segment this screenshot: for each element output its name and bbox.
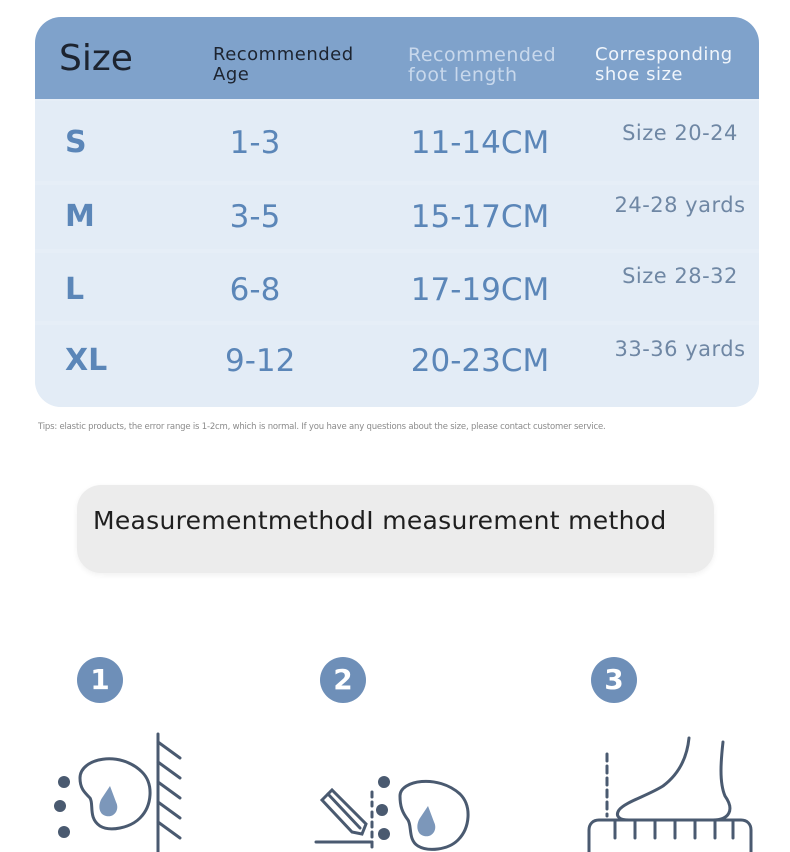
cell-age: 6-8 [229, 272, 281, 308]
cell-shoe-size: Size 20-24 [622, 121, 738, 145]
cell-size: S [65, 125, 87, 160]
size-chart-table: Size Recommended Age Recommended foot le… [35, 17, 759, 407]
cell-foot-length: 20-23CM [410, 343, 550, 379]
cell-age: 9-12 [225, 343, 296, 379]
cell-foot-length: 17-19CM [410, 272, 550, 308]
size-tip-note: Tips: elastic products, the error range … [38, 422, 606, 432]
header-size: Size [59, 38, 133, 79]
cell-shoe-size: Size 28-32 [622, 264, 738, 288]
measurement-method-banner: MeasurementmethodI measurement method [77, 485, 714, 573]
step-2-badge: 2 [320, 657, 366, 703]
pencil-mark-heel-icon [314, 776, 470, 852]
cell-foot-length: 11-14CM [410, 125, 550, 161]
cell-shoe-size: 33-36 yards [614, 337, 746, 361]
table-row: L 6-8 17-19CM Size 28-32 [35, 253, 759, 321]
cell-age: 3-5 [229, 199, 281, 235]
table-header: Size Recommended Age Recommended foot le… [35, 17, 759, 99]
step-3-badge: 3 [591, 657, 637, 703]
step-1-badge: 1 [77, 657, 123, 703]
header-foot-length: Recommended foot length [408, 44, 557, 86]
cell-size: L [65, 272, 85, 307]
table-row: S 1-3 11-14CM Size 20-24 [35, 101, 759, 181]
cell-size: XL [65, 343, 108, 378]
foot-against-wall-icon [54, 732, 182, 852]
foot-on-ruler-icon [587, 736, 753, 852]
cell-shoe-size: 24-28 yards [614, 193, 746, 217]
cell-foot-length: 15-17CM [410, 199, 550, 235]
cell-size: M [65, 199, 95, 234]
table-row: XL 9-12 20-23CM 33-36 yards [35, 325, 759, 407]
header-shoe-size: Corresponding shoe size [595, 44, 733, 85]
header-recommended-age: Recommended Age [213, 44, 354, 85]
table-row: M 3-5 15-17CM 24-28 yards [35, 185, 759, 249]
measurement-method-title: MeasurementmethodI measurement method [93, 506, 667, 535]
cell-age: 1-3 [229, 125, 281, 161]
